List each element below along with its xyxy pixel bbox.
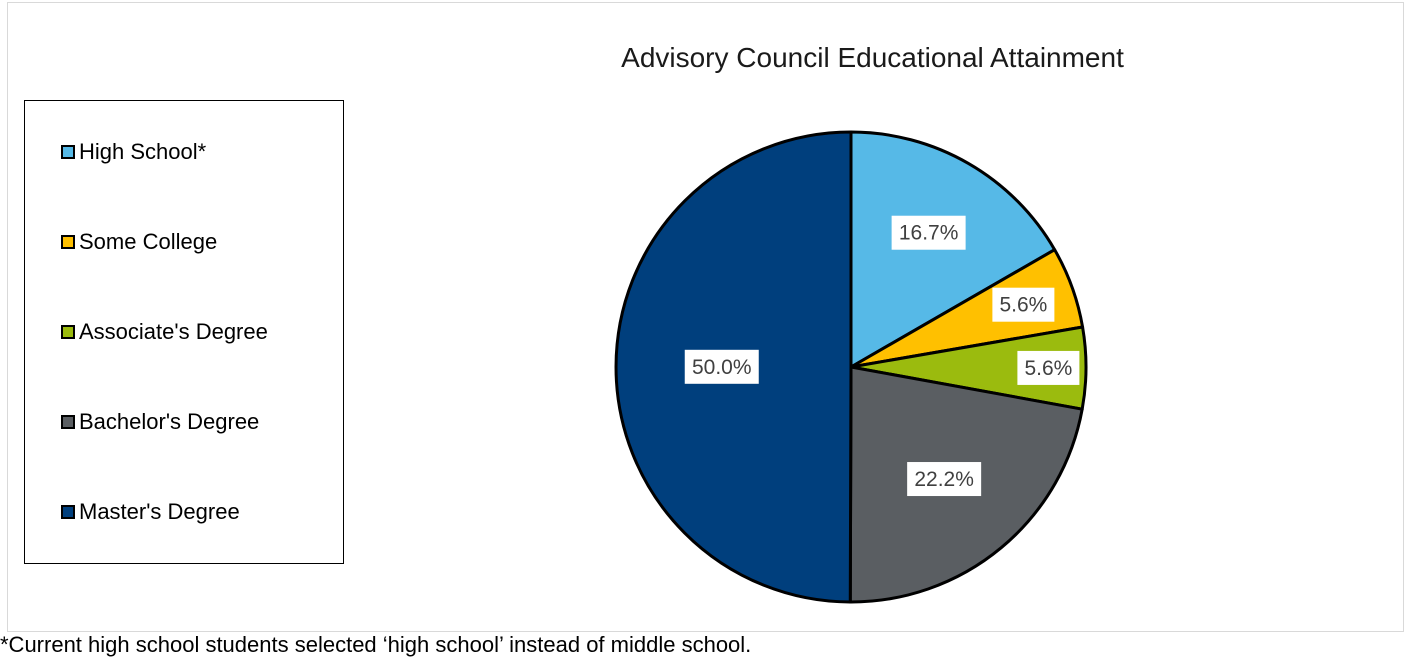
data-label-text: 5.6% [999,294,1047,317]
data-label-text: 22.2% [914,468,974,491]
data-label-high-school: 16.7% [892,216,966,250]
data-label-text: 5.6% [1024,357,1072,380]
footnote: *Current high school students selected ‘… [0,632,751,658]
data-label-text: 16.7% [899,222,959,245]
data-label-masters: 50.0% [685,350,759,384]
data-label-some-college: 5.6% [992,288,1054,322]
data-label-bachelors: 22.2% [907,462,981,496]
data-label-associates: 5.6% [1017,351,1079,385]
data-label-text: 50.0% [692,356,752,379]
